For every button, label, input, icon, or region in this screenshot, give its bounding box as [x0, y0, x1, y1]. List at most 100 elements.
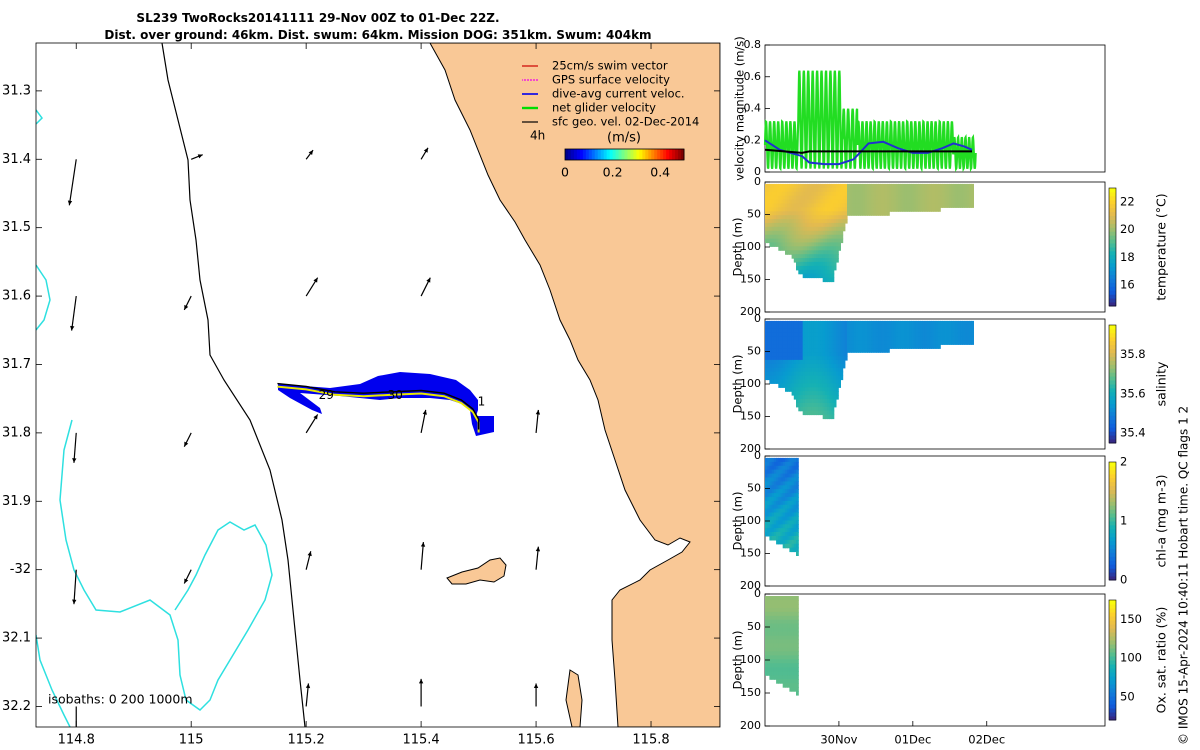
temperature-panel-cell	[793, 226, 797, 232]
salinity-panel-cell	[796, 387, 799, 392]
temperature-panel-cell	[900, 195, 904, 201]
temperature-panel-cell	[800, 238, 804, 244]
salinity-panel-cell	[793, 348, 797, 353]
salinity-panel-cell	[906, 332, 910, 338]
temperature-panel-cell	[776, 230, 779, 236]
salinity-panel-cell	[938, 336, 941, 342]
chla-panel-cell	[793, 532, 797, 537]
temperature-panel-cell	[829, 246, 833, 251]
temperature-panel-cell	[778, 222, 782, 228]
salinity-panel-cell	[791, 324, 795, 330]
footer-credit: © IMOS 15-Apr-2024 10:40:11 Hobart time.…	[1177, 406, 1191, 745]
chla-panel-cell	[791, 547, 795, 553]
temperature-panel-colorbar-tick-label: 20	[1120, 222, 1135, 236]
salinity-panel-cell	[780, 375, 784, 381]
temperature-panel-cell	[935, 203, 939, 208]
salinity-panel-cell	[969, 320, 972, 326]
salinity-panel-cell	[884, 336, 888, 342]
salinity-panel-cell	[824, 379, 828, 384]
oxygen-panel-cell	[789, 651, 793, 656]
salinity-panel-cell	[787, 371, 790, 377]
temperature-panel-cell	[789, 199, 793, 205]
temperature-panel-cell	[847, 211, 850, 216]
salinity-panel-cell	[818, 340, 821, 345]
salinity-panel-cell	[933, 336, 937, 342]
salinity-panel-cell	[878, 332, 881, 338]
temperature-panel-cell	[831, 242, 835, 247]
oxygen-panel-cell	[796, 691, 799, 696]
salinity-panel-cell	[822, 383, 826, 388]
temperature-panel-cell	[782, 238, 786, 244]
temperature-panel-cell	[824, 199, 828, 205]
salinity-panel-cell	[855, 320, 859, 326]
salinity-panel-cell	[940, 340, 943, 345]
salinity-panel-cell	[827, 406, 830, 412]
temperature-panel-cell	[842, 199, 846, 205]
salinity-panel-colorbar-swatch	[1109, 427, 1116, 432]
salinity-panel-cell	[918, 332, 921, 338]
salinity-panel-cell	[938, 328, 941, 334]
temperature-panel-colorbar-swatch	[1109, 274, 1116, 279]
temperature-panel-cell	[804, 273, 808, 279]
salinity-panel-cell	[924, 324, 928, 330]
chla-panel-cell	[793, 543, 797, 549]
salinity-panel-cell	[798, 395, 802, 400]
temperature-panel-cell	[793, 254, 797, 259]
salinity-panel-cell	[911, 340, 915, 345]
salinity-panel-cell	[804, 379, 808, 384]
salinity-panel-cell	[785, 332, 788, 338]
oxygen-panel-cell	[789, 627, 793, 633]
salinity-panel-cell	[833, 344, 837, 349]
chla-panel-cell	[778, 489, 782, 494]
temperature-panel-cell	[860, 195, 864, 201]
salinity-panel-cell	[860, 332, 864, 338]
salinity-panel-cell	[842, 359, 846, 365]
salinity-panel-cell	[776, 340, 779, 345]
salinity-panel-cell	[776, 367, 779, 373]
salinity-panel-cell	[776, 336, 779, 342]
temperature-panel-cell	[824, 230, 828, 236]
salinity-panel-cell	[809, 363, 813, 369]
salinity-panel-colorbar-swatch	[1109, 423, 1116, 428]
isobath-label: isobaths: 0 200 1000m	[48, 692, 193, 707]
salinity-panel-cell	[800, 387, 804, 392]
temperature-panel-cell	[844, 183, 848, 189]
temperature-panel-cell	[836, 226, 839, 232]
temperature-panel-cell	[929, 187, 932, 193]
temperature-panel-cell	[809, 222, 813, 228]
salinity-panel-cell	[957, 320, 961, 326]
salinity-panel-cell	[915, 336, 919, 342]
temperature-panel-cell	[811, 261, 815, 267]
salinity-panel-cell	[829, 371, 833, 377]
temperature-panel-cell	[900, 187, 904, 193]
temperature-panel-cell	[957, 203, 961, 208]
salinity-panel-cell	[880, 348, 884, 353]
temperature-panel-cell	[802, 265, 806, 271]
salinity-panel-cell	[833, 336, 837, 342]
oxygen-panel-cell	[796, 596, 799, 601]
salinity-panel-cell	[875, 328, 879, 334]
chla-panel-colorbar-swatch	[1109, 552, 1116, 557]
oxygen-panel-cell	[782, 631, 786, 637]
temperature-panel-cell	[836, 222, 839, 228]
temperature-panel-cell	[884, 203, 888, 208]
salinity-panel-cell	[953, 340, 957, 345]
temperature-panel-cell	[946, 191, 950, 197]
salinity-panel-cell	[802, 328, 806, 334]
oxygen-panel-cell	[765, 596, 768, 601]
salinity-panel-cell	[902, 320, 906, 326]
chla-panel-cell	[767, 489, 770, 494]
salinity-panel-cell	[922, 336, 926, 342]
chla-panel-cell	[787, 457, 790, 463]
temperature-panel-cell	[869, 211, 872, 216]
salinity-panel-cell	[804, 371, 808, 377]
salinity-panel-cell	[940, 320, 943, 326]
salinity-panel-cell	[840, 332, 844, 338]
salinity-panel-cell	[924, 340, 928, 345]
salinity-panel-cell	[771, 344, 775, 349]
salinity-panel-cell	[851, 344, 855, 349]
salinity-panel-cell	[800, 395, 804, 400]
isobath-1000-b	[36, 264, 51, 331]
temperature-panel-cell	[802, 226, 806, 232]
salinity-panel-cell	[931, 344, 935, 349]
